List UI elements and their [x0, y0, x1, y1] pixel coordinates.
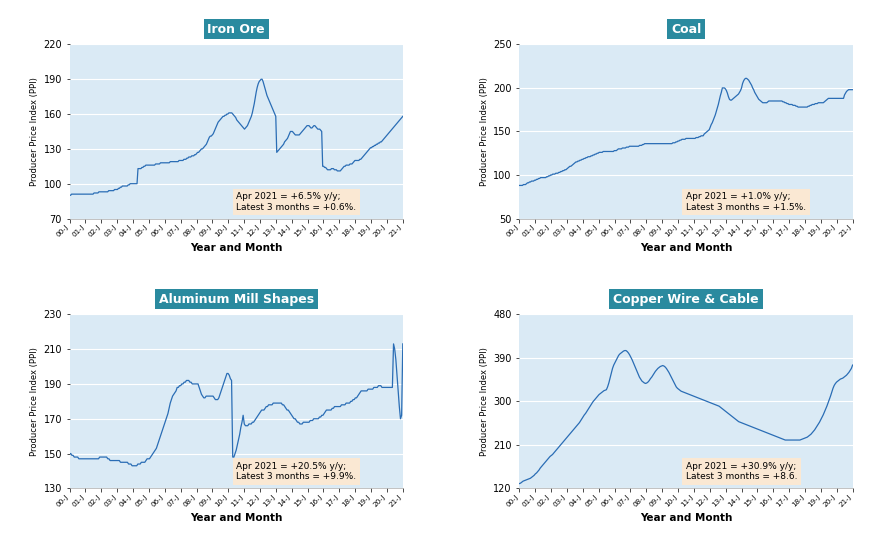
Text: Apr 2021 = +6.5% y/y;
Latest 3 months = +0.6%.: Apr 2021 = +6.5% y/y; Latest 3 months = … [235, 192, 356, 211]
Y-axis label: Producer Price Index (PPI): Producer Price Index (PPI) [30, 77, 39, 186]
Text: Coal: Coal [670, 23, 700, 36]
Text: Apr 2021 = +30.9% y/y;
Latest 3 months = +8.6.: Apr 2021 = +30.9% y/y; Latest 3 months =… [686, 462, 797, 481]
Text: Aluminum Mill Shapes: Aluminum Mill Shapes [158, 292, 314, 306]
X-axis label: Year and Month: Year and Month [189, 243, 282, 253]
Text: Copper Wire & Cable: Copper Wire & Cable [613, 292, 758, 306]
Y-axis label: Producer Price Index (PPI): Producer Price Index (PPI) [30, 347, 39, 456]
X-axis label: Year and Month: Year and Month [639, 512, 732, 522]
Text: Iron Ore: Iron Ore [207, 23, 265, 36]
Text: Apr 2021 = +20.5% y/y;
Latest 3 months = +9.9%.: Apr 2021 = +20.5% y/y; Latest 3 months =… [235, 462, 356, 481]
X-axis label: Year and Month: Year and Month [189, 512, 282, 522]
X-axis label: Year and Month: Year and Month [639, 243, 732, 253]
Text: Apr 2021 = +1.0% y/y;
Latest 3 months = +1.5%.: Apr 2021 = +1.0% y/y; Latest 3 months = … [686, 192, 806, 211]
Y-axis label: Producer Price Index (PPI): Producer Price Index (PPI) [480, 347, 488, 456]
Y-axis label: Producer Price Index (PPI): Producer Price Index (PPI) [480, 77, 488, 186]
